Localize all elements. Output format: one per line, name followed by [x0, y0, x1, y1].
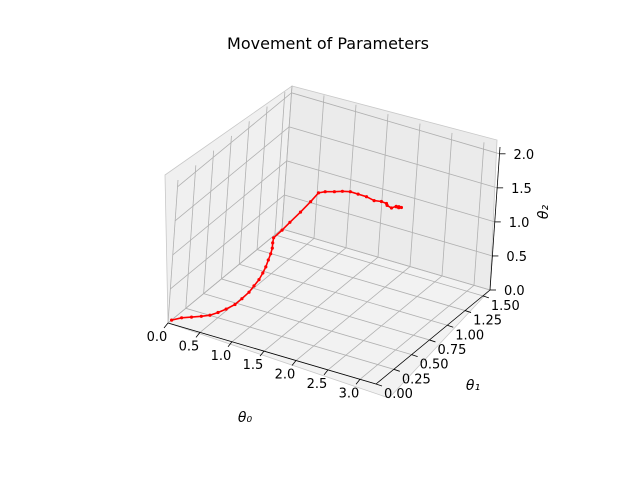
trajectory-point — [269, 252, 272, 255]
trajectory-point — [170, 319, 173, 322]
trajectory-point — [333, 190, 336, 193]
x-axis-label: θ₀ — [238, 410, 253, 426]
trajectory-point — [365, 195, 368, 198]
trajectory-point — [341, 190, 344, 193]
trajectory-point — [380, 200, 383, 203]
trajectory-point — [349, 190, 352, 193]
trajectory-point — [317, 191, 320, 194]
trajectory-point — [400, 206, 403, 209]
y-tick-label: 1.25 — [473, 314, 502, 329]
trajectory-point — [386, 204, 389, 207]
y-tick-label: 1.50 — [491, 299, 520, 314]
y-tick-label: 0.75 — [437, 343, 466, 358]
trajectory-point — [271, 241, 274, 244]
trajectory-point — [200, 315, 203, 318]
y-tick-label: 0.50 — [420, 358, 449, 373]
trajectory-point — [180, 316, 183, 319]
trajectory-point — [216, 311, 219, 314]
trajectory-point — [225, 308, 228, 311]
z-tick-label: 1.5 — [511, 182, 532, 197]
trajectory-point — [272, 236, 275, 239]
trajectory-point — [288, 221, 291, 224]
trajectory-point — [309, 200, 312, 203]
x-tick-label: 0.5 — [179, 339, 200, 354]
trajectory-point — [299, 211, 302, 214]
z-tick-label: 0.0 — [504, 284, 525, 299]
trajectory-point — [324, 190, 327, 193]
z-tick-label: 2.0 — [514, 148, 535, 163]
chart-title: Movement of Parameters — [227, 34, 429, 53]
x-tick-label: 0.0 — [147, 330, 168, 345]
trajectory-point — [240, 297, 243, 300]
trajectory-point — [390, 206, 393, 209]
trajectory-point — [281, 229, 284, 232]
trajectory-point — [267, 258, 270, 261]
z-tick-label: 0.5 — [506, 250, 527, 265]
y-tick-label: 1.00 — [455, 328, 484, 343]
x-tick-label: 1.0 — [211, 349, 232, 364]
trajectory-point — [261, 271, 264, 274]
trajectory-point — [264, 265, 267, 268]
x-tick-label: 1.5 — [243, 358, 264, 373]
trajectory-point — [233, 303, 236, 306]
y-tick-label: 0.25 — [402, 372, 431, 387]
y-tick-label: 0.00 — [384, 387, 413, 402]
trajectory-point — [208, 314, 211, 317]
x-tick-label: 2.0 — [275, 368, 296, 383]
trajectory-point — [271, 247, 274, 250]
trajectory-point — [373, 199, 376, 202]
x-tick-label: 3.0 — [339, 386, 360, 401]
y-axis-label: θ₁ — [466, 378, 480, 394]
trajectory-point — [252, 284, 255, 287]
z-tick-label: 1.0 — [509, 216, 530, 231]
x-tick-label: 2.5 — [307, 377, 328, 392]
trajectory-point — [257, 278, 260, 281]
z-axis-label: θ₂ — [536, 205, 552, 220]
trajectory-point — [247, 291, 250, 294]
trajectory-point — [190, 316, 193, 319]
x-tick — [164, 323, 168, 328]
trajectory-point — [357, 193, 360, 196]
